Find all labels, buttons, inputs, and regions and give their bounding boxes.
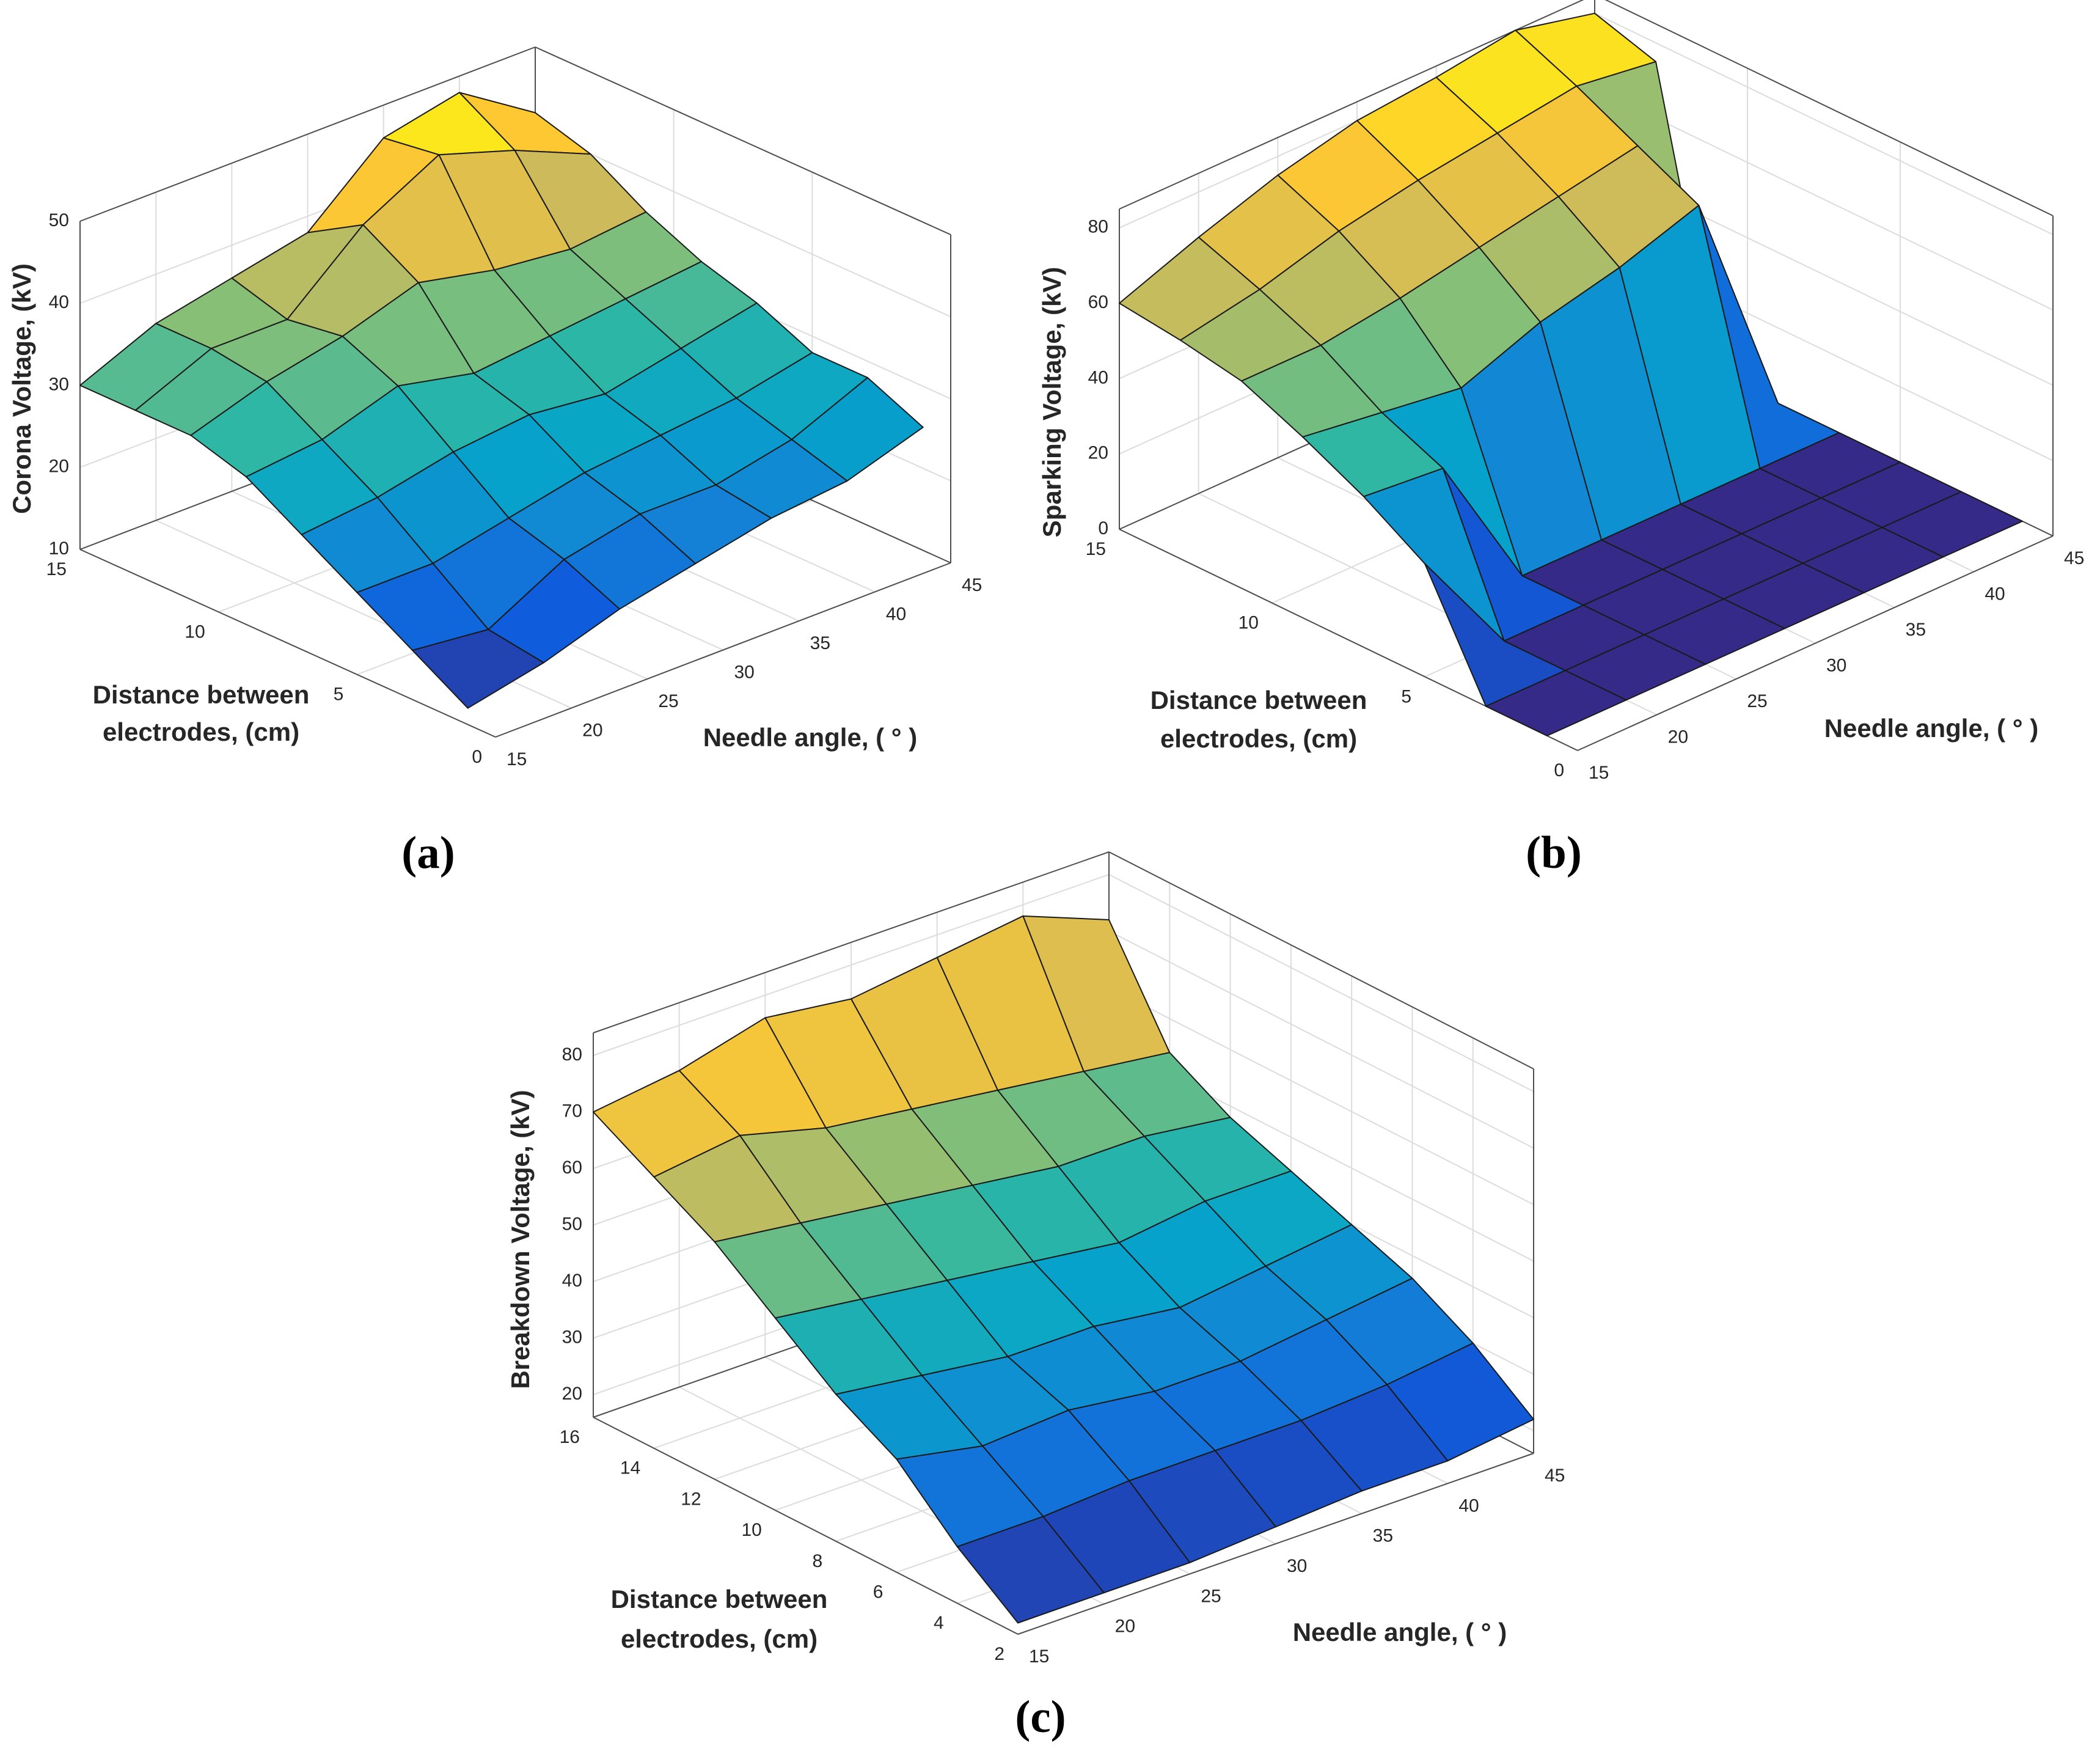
axis-line [495,562,951,738]
z-tick-label: 20 [1088,443,1108,463]
z-tick-label: 10 [49,538,69,559]
axis-line [1108,851,1534,1070]
y-tick-label: 14 [620,1458,640,1478]
grid-line [1594,88,2054,311]
z-axis-label: Corona Voltage, (kV) [7,263,36,514]
surface-patch [956,1516,1105,1624]
x-tick-label: 15 [1589,763,1609,783]
axis-line [79,46,536,222]
x-tick-label: 35 [810,633,830,653]
axis-line [1577,535,2054,751]
x-tick-label: 20 [1115,1616,1135,1637]
y-tick-label: 2 [994,1644,1004,1664]
axis-line [593,1417,1019,1635]
axis-line [79,549,496,738]
caption: (b) [1526,827,1582,878]
caption: (a) [401,827,455,878]
x-tick-label: 45 [1545,1466,1565,1486]
z-tick-label: 0 [1098,518,1108,538]
x-tick-label: 40 [1458,1495,1479,1516]
grid-line [1108,930,1534,1149]
x-axis-label: Needle angle, ( ° ) [1824,714,2039,743]
x-tick-label: 45 [2064,548,2084,568]
z-axis-label: Breakdown Voltage, (kV) [506,1090,535,1389]
y-tick-label: 15 [1086,539,1106,559]
x-tick-label: 40 [1985,584,2005,604]
z-tick-label: 20 [562,1384,582,1404]
x-tick-label: 25 [1747,691,1767,711]
y-tick-label: 10 [741,1520,761,1540]
x-tick-label: 30 [734,662,755,682]
grid-line [1108,874,1534,1092]
x-axis-label: Needle angle, ( ° ) [1293,1618,1507,1646]
x-tick-label: 35 [1906,620,1926,640]
y-tick-label: 0 [1554,760,1564,780]
y-tick-label: 10 [1238,613,1259,633]
axis-line [535,46,951,235]
x-tick-label: 25 [658,691,678,711]
x-axis-label: Needle angle, ( ° ) [703,723,918,752]
y-axis-label: electrodes, (cm) [103,717,299,746]
z-tick-label: 50 [49,210,69,230]
y-tick-label: 15 [46,559,67,579]
surface-patch [1485,670,1627,736]
z-tick-label: 60 [562,1158,582,1178]
grid-line [535,128,951,318]
z-tick-label: 30 [49,374,69,394]
z-tick-label: 50 [562,1214,582,1234]
z-tick-label: 30 [562,1327,582,1347]
axis-line [1604,0,2054,216]
x-tick-label: 45 [962,575,982,595]
y-axis-label: Distance between [611,1585,828,1613]
y-tick-label: 4 [934,1613,944,1633]
surface-chart: 20 30 40 50 60 70 80 2 4 6 8 10 12 14 16 15 20 25 30 35 40 45… [506,851,1565,1742]
grid-line [1108,987,1534,1205]
axis-line [593,851,1110,1033]
y-tick-label: 12 [681,1489,701,1509]
y-tick-label: 16 [560,1427,580,1447]
y-axis-label: Distance between [93,680,310,709]
axis-line [1017,1453,1534,1635]
y-tick-label: 5 [1401,686,1411,706]
z-tick-label: 80 [562,1044,582,1065]
caption: (c) [1015,1692,1066,1742]
z-tick-label: 40 [49,292,69,312]
surface-patch [412,628,544,709]
y-tick-label: 10 [185,622,205,642]
z-tick-label: 80 [1088,217,1108,237]
y-tick-label: 5 [334,684,344,705]
x-tick-label: 25 [1201,1586,1221,1606]
surface-chart: 0 20 40 60 80 0 5 10 15 15 20 25 30 35 40 45 Sparking Vo… [1037,0,2084,878]
y-axis-label: Distance between [1151,686,1367,714]
y-axis-label: electrodes, (cm) [1160,724,1357,753]
z-tick-label: 40 [562,1271,582,1291]
y-tick-label: 6 [873,1582,884,1602]
x-tick-label: 40 [886,604,906,624]
y-tick-label: 8 [812,1551,822,1571]
y-axis-label: electrodes, (cm) [621,1624,818,1653]
x-tick-label: 30 [1287,1556,1307,1576]
x-tick-label: 20 [582,720,602,740]
x-tick-label: 15 [507,749,527,769]
z-tick-label: 70 [562,1101,582,1121]
x-tick-label: 15 [1029,1646,1049,1667]
z-tick-label: 40 [1088,367,1108,387]
grid-line [1594,12,2054,235]
z-axis-label: Sparking Voltage, (kV) [1037,267,1066,538]
x-tick-label: 30 [1826,655,1846,675]
z-tick-label: 20 [49,457,69,477]
x-tick-label: 35 [1373,1526,1393,1546]
z-tick-label: 60 [1088,292,1108,312]
y-tick-label: 0 [472,747,482,767]
x-tick-label: 20 [1668,727,1688,747]
